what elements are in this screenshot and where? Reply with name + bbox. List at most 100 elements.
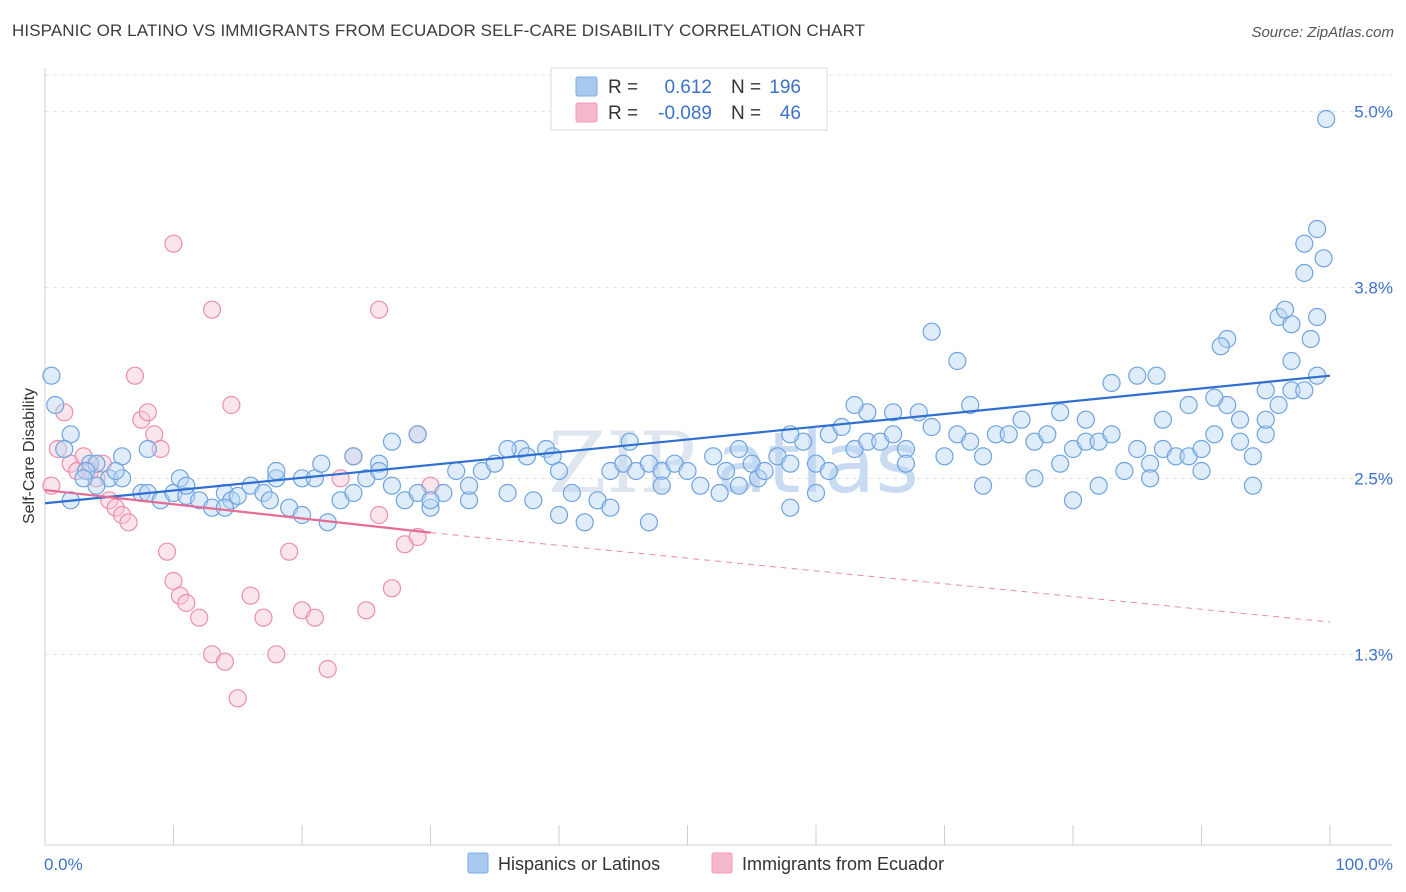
data-point xyxy=(77,461,96,481)
data-point xyxy=(1012,410,1031,429)
data-point xyxy=(883,403,903,422)
data-point xyxy=(382,579,402,598)
data-point xyxy=(1211,337,1230,356)
data-point xyxy=(106,461,125,481)
data-point xyxy=(1275,300,1295,319)
data-point xyxy=(215,652,234,671)
data-point xyxy=(87,454,106,473)
data-point xyxy=(1243,476,1263,495)
data-point xyxy=(755,461,774,481)
data-point xyxy=(132,410,151,429)
data-point xyxy=(112,469,132,488)
data-point xyxy=(125,366,145,385)
legend-swatch-hispanics xyxy=(575,76,598,97)
data-point xyxy=(157,542,177,561)
data-point xyxy=(1192,461,1211,481)
data-point xyxy=(1243,447,1263,466)
data-point xyxy=(1230,410,1250,429)
data-point xyxy=(202,300,222,319)
data-point xyxy=(1256,381,1275,400)
data-point xyxy=(1076,432,1095,451)
data-point xyxy=(459,476,479,495)
legend-swatch-ecuador xyxy=(575,102,598,123)
data-point xyxy=(575,513,594,532)
data-point xyxy=(344,483,363,503)
legend-n-value-hispanics: 196 xyxy=(769,77,801,98)
data-point xyxy=(222,395,241,415)
data-point xyxy=(382,432,402,451)
chart-title: HISPANIC OR LATINO VS IMMIGRANTS FROM EC… xyxy=(12,21,866,40)
axes xyxy=(44,68,1392,846)
data-point xyxy=(447,461,466,481)
data-point xyxy=(241,586,260,605)
data-point xyxy=(170,586,190,605)
data-point xyxy=(819,461,838,481)
data-point xyxy=(909,403,928,422)
data-point xyxy=(948,351,967,371)
data-point xyxy=(1102,425,1121,444)
data-point xyxy=(498,439,517,459)
data-point xyxy=(170,469,190,488)
data-point xyxy=(729,476,749,495)
data-point xyxy=(42,366,61,385)
data-point xyxy=(896,439,916,459)
data-point xyxy=(935,447,954,466)
data-point xyxy=(961,395,980,415)
data-point xyxy=(228,689,247,708)
data-point xyxy=(1089,476,1108,495)
y-tick-label: 3.8% xyxy=(1354,279,1393,298)
data-point xyxy=(1128,439,1147,459)
data-point xyxy=(1115,461,1134,481)
data-point xyxy=(370,300,389,319)
data-point xyxy=(524,491,543,510)
data-point xyxy=(292,505,312,525)
data-point xyxy=(254,483,273,503)
data-point xyxy=(382,476,402,495)
data-point xyxy=(678,461,697,481)
data-point xyxy=(806,483,826,503)
data-point xyxy=(1025,469,1044,488)
y-tick-label: 5.0% xyxy=(1354,103,1393,122)
legend: R = 0.612 N = 196 R = -0.089 N = 46 xyxy=(550,67,828,131)
data-point xyxy=(1140,454,1160,473)
data-point xyxy=(1269,395,1288,415)
legend-r-value-hispanics: 0.612 xyxy=(664,77,712,98)
data-point xyxy=(1076,410,1095,429)
data-point xyxy=(1063,491,1083,510)
data-point xyxy=(1295,234,1314,253)
data-point xyxy=(961,432,980,451)
data-point xyxy=(1102,373,1121,393)
data-point xyxy=(119,513,138,532)
data-point xyxy=(74,469,93,488)
data-point xyxy=(1051,403,1070,422)
data-point xyxy=(1205,425,1224,444)
data-point xyxy=(1256,425,1275,444)
data-point xyxy=(408,425,427,444)
data-point xyxy=(1282,351,1301,371)
data-point xyxy=(620,432,639,451)
data-point xyxy=(260,491,279,510)
data-point xyxy=(691,476,710,495)
data-point xyxy=(177,476,196,495)
data-point xyxy=(215,498,234,517)
grid-lines xyxy=(45,74,1392,655)
data-point xyxy=(190,608,209,627)
data-point xyxy=(254,608,273,627)
data-point xyxy=(459,491,479,510)
data-point xyxy=(1147,366,1166,385)
data-point xyxy=(267,645,286,664)
data-point xyxy=(1166,447,1185,466)
data-point xyxy=(370,505,389,525)
data-point xyxy=(922,322,941,341)
data-point xyxy=(781,454,800,473)
data-point xyxy=(704,447,723,466)
bottom-legend-swatch-hispanics xyxy=(467,852,489,874)
data-point xyxy=(973,447,993,466)
data-point xyxy=(845,395,864,415)
data-point xyxy=(883,425,903,444)
bottom-legend: Hispanics or Latinos Immigrants from Ecu… xyxy=(467,852,944,874)
data-point xyxy=(710,483,729,503)
data-point xyxy=(421,498,440,517)
data-point xyxy=(858,432,877,451)
